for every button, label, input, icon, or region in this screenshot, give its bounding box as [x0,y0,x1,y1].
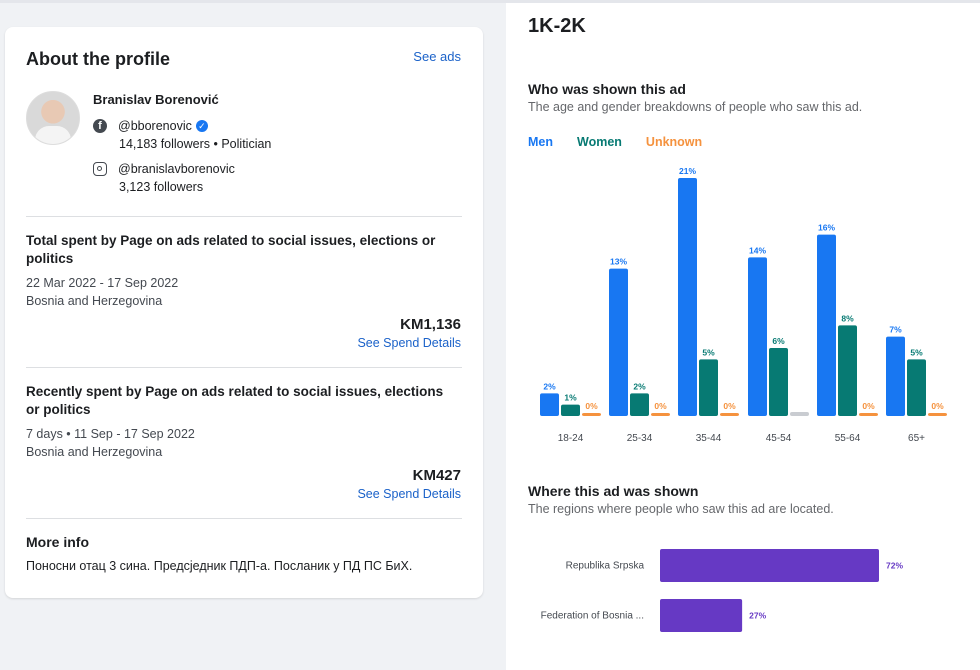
facebook-account: f @bborenovic ✓ 14,183 followers • Polit… [93,117,271,153]
card-title: About the profile [26,49,170,69]
data-label-men-25-34: 13% [610,257,627,267]
region-label: Republika Srpska [566,561,645,572]
region-value-label: 72% [886,561,903,571]
x-tick-label: 45-54 [766,433,792,444]
total-spent-title: Total spent by Page on ads related to so… [26,233,436,266]
total-spent-dates: 22 Mar 2022 - 17 Sep 2022 [26,276,179,290]
bar-women-35-44[interactable] [699,359,718,416]
data-label-men-45-54: 14% [749,245,766,255]
region-value-label: 27% [749,611,766,621]
profile-card: About the profile See ads Branislav Bore… [5,27,483,598]
bar-women-45-54[interactable] [769,348,788,416]
facebook-handle: @bborenovic [118,119,192,133]
bar-women-65+[interactable] [907,359,926,416]
data-label-men-65+: 7% [889,325,902,335]
region-bar[interactable] [660,549,879,582]
recent-spent-amount: KM427 [412,467,461,484]
legend-unknown[interactable]: Unknown [645,135,703,149]
where-shown-subtitle: The regions where people who saw this ad… [528,502,834,516]
instagram-icon [93,162,107,176]
bar-women-25-34[interactable] [630,393,649,416]
avatar [26,91,80,145]
more-info-text: Поносни отац 3 сина. Предсједник ПДП-а. … [26,559,413,573]
divider [26,518,462,519]
age-gender-chart: 2% 1% 0% 18-24 13% 2% 0% 25-34 21% 5% 0% 35-44 14% 6%… [540,166,947,444]
data-label-unknown-35-44: 0% [723,401,736,411]
top-border [0,0,980,3]
bar-unknown-45-54[interactable] [790,412,809,416]
legend-men[interactable]: Men [528,135,553,149]
bar-unknown-35-44[interactable] [720,413,739,416]
total-spend-details-link[interactable]: See Spend Details [357,336,461,350]
gender-legend: Men Women Unknown [528,135,702,149]
x-tick-label: 65+ [908,433,925,444]
recent-spent-title: Recently spent by Page on ads related to… [26,384,444,417]
data-label-men-18-24: 2% [543,381,556,391]
profile-name: Branislav Borenović [93,92,219,107]
data-label-women-65+: 5% [910,347,923,357]
legend-women[interactable]: Women [577,135,622,149]
x-tick-label: 55-64 [835,433,861,444]
bar-women-55-64[interactable] [838,325,857,416]
data-label-men-35-44: 21% [679,166,696,176]
bar-unknown-25-34[interactable] [651,413,670,416]
bar-unknown-65+[interactable] [928,413,947,416]
who-shown-title: Who was shown this ad [528,81,686,97]
data-label-unknown-55-64: 0% [862,401,875,411]
data-label-women-55-64: 8% [841,313,854,323]
bar-women-18-24[interactable] [561,404,580,416]
region-bar[interactable] [660,599,743,632]
data-label-unknown-65+: 0% [931,401,944,411]
data-label-women-35-44: 5% [702,347,715,357]
data-label-women-25-34: 2% [633,381,646,391]
bar-men-45-54[interactable] [748,257,767,416]
region-label: Federation of Bosnia ... [541,611,644,622]
total-spent-region: Bosnia and Herzegovina [26,294,163,308]
instagram-account: @branislavborenovic 3,123 followers [93,160,235,196]
data-label-women-18-24: 1% [564,393,577,403]
divider [26,216,462,217]
instagram-followers: 3,123 followers [119,180,204,194]
bar-men-25-34[interactable] [609,268,628,416]
bar-unknown-55-64[interactable] [859,413,878,416]
see-ads-link[interactable]: See ads [413,49,461,64]
bar-unknown-18-24[interactable] [582,413,601,416]
bar-men-35-44[interactable] [678,178,697,416]
x-tick-label: 25-34 [627,433,653,444]
bar-men-55-64[interactable] [817,234,836,416]
where-shown-title: Where this ad was shown [528,483,699,499]
reach-value: 1K-2K [528,15,586,37]
region-chart: Republika Srpska 72% Federation of Bosnia … [541,549,903,632]
divider [26,367,462,368]
total-spent-amount: KM1,136 [400,316,461,333]
recent-spent-dates: 7 days • 11 Sep - 17 Sep 2022 [26,427,195,441]
bar-men-65+[interactable] [886,336,905,416]
data-label-men-55-64: 16% [818,223,835,233]
audience-panel: 1K-2K Who was shown this ad The age and … [506,3,980,670]
recent-spend-details-link[interactable]: See Spend Details [357,487,461,501]
facebook-followers: 14,183 followers • Politician [119,137,272,151]
more-info-title: More info [26,534,89,550]
data-label-women-45-54: 6% [772,336,785,346]
data-label-unknown-18-24: 0% [585,401,598,411]
x-tick-label: 18-24 [558,433,584,444]
instagram-handle: @branislavborenovic [118,162,235,176]
recent-spent-region: Bosnia and Herzegovina [26,445,163,459]
who-shown-subtitle: The age and gender breakdowns of people … [528,100,863,114]
x-tick-label: 35-44 [696,433,722,444]
facebook-icon: f [93,119,107,133]
bar-men-18-24[interactable] [540,393,559,416]
verified-badge-icon: ✓ [195,120,208,132]
data-label-unknown-25-34: 0% [654,401,667,411]
